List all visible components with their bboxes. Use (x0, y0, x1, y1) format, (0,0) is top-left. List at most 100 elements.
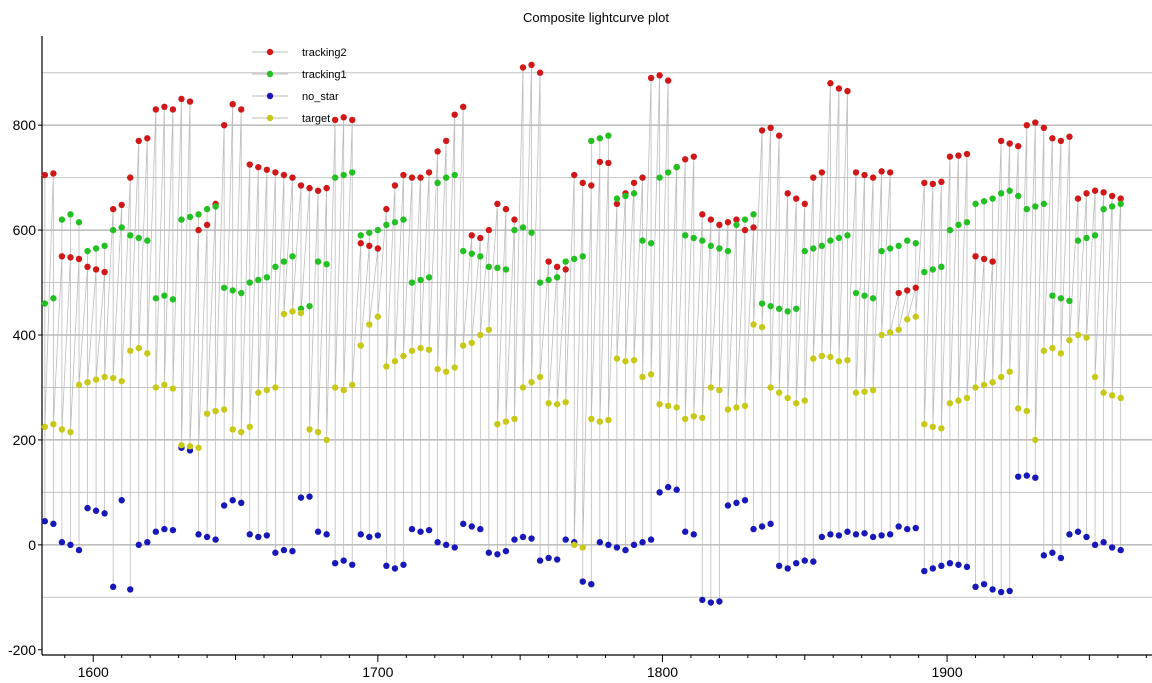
data-point-target (818, 352, 826, 360)
data-point-no_star (1006, 587, 1013, 595)
data-point-target (810, 355, 817, 362)
data-point-no_star (818, 533, 826, 541)
data-point-no_star (229, 497, 236, 504)
data-point-target (1049, 344, 1056, 352)
y-tick-label: 800 (13, 117, 37, 133)
data-point-no_star (434, 539, 441, 546)
data-point-target (690, 413, 697, 420)
data-point-no_star (912, 524, 919, 532)
data-point-tracking1 (50, 295, 57, 302)
data-point-tracking1 (178, 216, 185, 223)
data-point-tracking2 (878, 168, 885, 175)
data-point-tracking2 (605, 159, 612, 167)
chart-title: Composite lightcurve plot (523, 10, 669, 25)
data-point-tracking2 (579, 179, 586, 187)
data-point-tracking2 (912, 284, 919, 291)
data-point-no_star (673, 486, 680, 493)
data-point-target (297, 309, 305, 317)
data-point-tracking1 (938, 263, 945, 271)
data-point-no_star (1074, 528, 1082, 535)
data-point-tracking1 (980, 198, 988, 205)
data-point-target (229, 426, 236, 433)
data-point-tracking1 (101, 242, 108, 250)
data-point-target (963, 394, 971, 402)
data-point-tracking2 (1091, 187, 1099, 194)
data-point-tracking1 (357, 232, 364, 239)
data-point-no_star (639, 539, 646, 546)
data-point-no_star (195, 531, 202, 538)
data-point-target (835, 358, 843, 365)
data-point-tracking2 (109, 205, 117, 213)
data-point-no_star (246, 531, 253, 538)
data-point-tracking2 (869, 174, 877, 181)
data-point-tracking2 (280, 171, 288, 179)
data-point-no_star (101, 510, 108, 517)
legend-label: no_star (302, 91, 339, 103)
data-point-no_star (477, 525, 484, 533)
data-point-tracking1 (963, 219, 971, 226)
data-point-no_star (144, 539, 151, 546)
data-point-tracking2 (246, 161, 253, 168)
data-point-tracking1 (263, 274, 271, 281)
data-point-tracking1 (229, 287, 236, 294)
data-point-tracking1 (186, 213, 194, 221)
data-point-target (588, 415, 595, 423)
data-point-target (622, 358, 629, 365)
data-point-tracking1 (1074, 237, 1082, 244)
data-point-tracking2 (408, 174, 416, 181)
data-point-tracking1 (220, 284, 228, 291)
data-point-target (724, 406, 732, 413)
data-point-target (886, 329, 894, 336)
data-point-no_star (92, 507, 100, 514)
data-point-tracking1 (613, 195, 621, 202)
data-point-no_star (716, 598, 723, 605)
data-point-tracking1 (750, 211, 757, 218)
data-point-target (178, 441, 185, 449)
data-point-tracking1 (596, 135, 604, 142)
data-point-tracking2 (656, 72, 663, 79)
data-point-tracking1 (553, 274, 561, 281)
data-point-target (827, 353, 834, 361)
data-point-no_star (297, 494, 305, 501)
data-point-target (656, 401, 663, 408)
data-point-target (733, 404, 740, 411)
data-point-no_star (827, 531, 834, 538)
data-point-tracking1 (699, 237, 706, 244)
data-point-target (255, 389, 262, 396)
data-point-tracking1 (767, 302, 774, 310)
data-point-tracking2 (220, 121, 228, 129)
data-point-target (844, 356, 851, 364)
data-point-tracking1 (331, 174, 339, 181)
data-point-tracking2 (562, 266, 569, 273)
data-point-target (289, 308, 296, 315)
data-point-tracking1 (972, 200, 979, 208)
data-point-no_star (1023, 472, 1030, 479)
data-point-no_star (1100, 539, 1107, 546)
data-point-tracking1 (212, 203, 219, 210)
data-point-no_star (699, 596, 706, 604)
data-point-tracking1 (391, 219, 399, 226)
data-point-target (468, 339, 475, 347)
data-point-target (536, 373, 544, 381)
data-point-tracking1 (255, 276, 262, 284)
data-point-target (101, 373, 108, 381)
data-point-tracking1 (946, 226, 954, 234)
x-tick-label: 1900 (931, 664, 962, 680)
legend-label: target (302, 113, 330, 125)
legend-label: tracking2 (302, 47, 347, 59)
data-point-no_star (340, 557, 347, 564)
data-point-tracking1 (630, 190, 638, 197)
data-point-no_star (212, 536, 219, 543)
data-point-target (605, 416, 612, 424)
y-tick-label: -200 (8, 642, 36, 658)
data-point-tracking1 (758, 300, 766, 307)
data-point-no_star (220, 502, 228, 509)
x-tick-label: 1700 (362, 664, 393, 680)
data-point-tracking1 (775, 305, 783, 312)
data-point-tracking2 (58, 253, 66, 260)
data-point-no_star (784, 565, 791, 572)
data-point-tracking1 (929, 266, 937, 273)
data-point-no_star (84, 504, 91, 512)
data-point-no_star (442, 541, 450, 549)
data-point-no_star (1066, 531, 1073, 538)
